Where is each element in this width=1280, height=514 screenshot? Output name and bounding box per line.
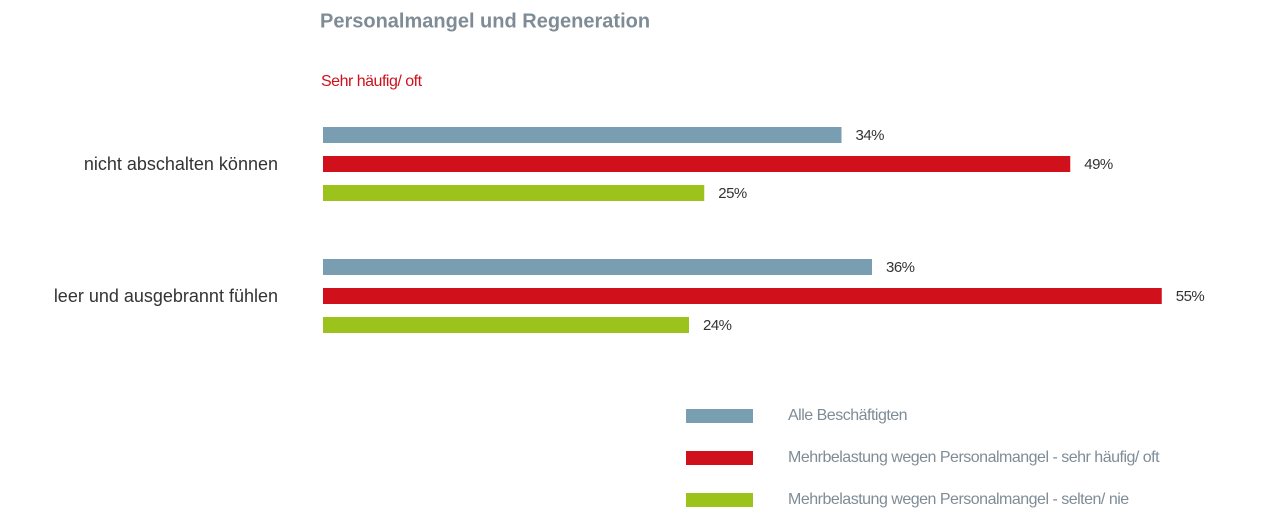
value-label: 49% [1084,156,1113,173]
value-label: 25% [718,185,747,202]
value-label: 24% [703,317,732,334]
chart-subtitle: Sehr häufig/ oft [321,73,423,90]
bar [323,288,1162,304]
legend-label: Alle Beschäftigten [788,407,907,424]
value-label: 36% [886,259,915,276]
category-label: leer und ausgebrannt fühlen [54,286,278,306]
legend-swatch [686,493,753,507]
chart-title: Personalmangel und Regeneration [320,10,650,32]
bar [323,156,1071,172]
bar [323,185,705,201]
bar [323,259,872,275]
legend-label: Mehrbelastung wegen Personalmangel - seh… [788,449,1160,466]
legend-swatch [686,409,753,423]
bar [323,127,842,143]
legend-label: Mehrbelastung wegen Personalmangel - sel… [788,491,1129,508]
bar [323,317,689,333]
value-label: 55% [1176,288,1205,305]
legend-swatch [686,451,753,465]
value-label: 34% [856,127,885,144]
category-label: nicht abschalten können [84,154,278,174]
